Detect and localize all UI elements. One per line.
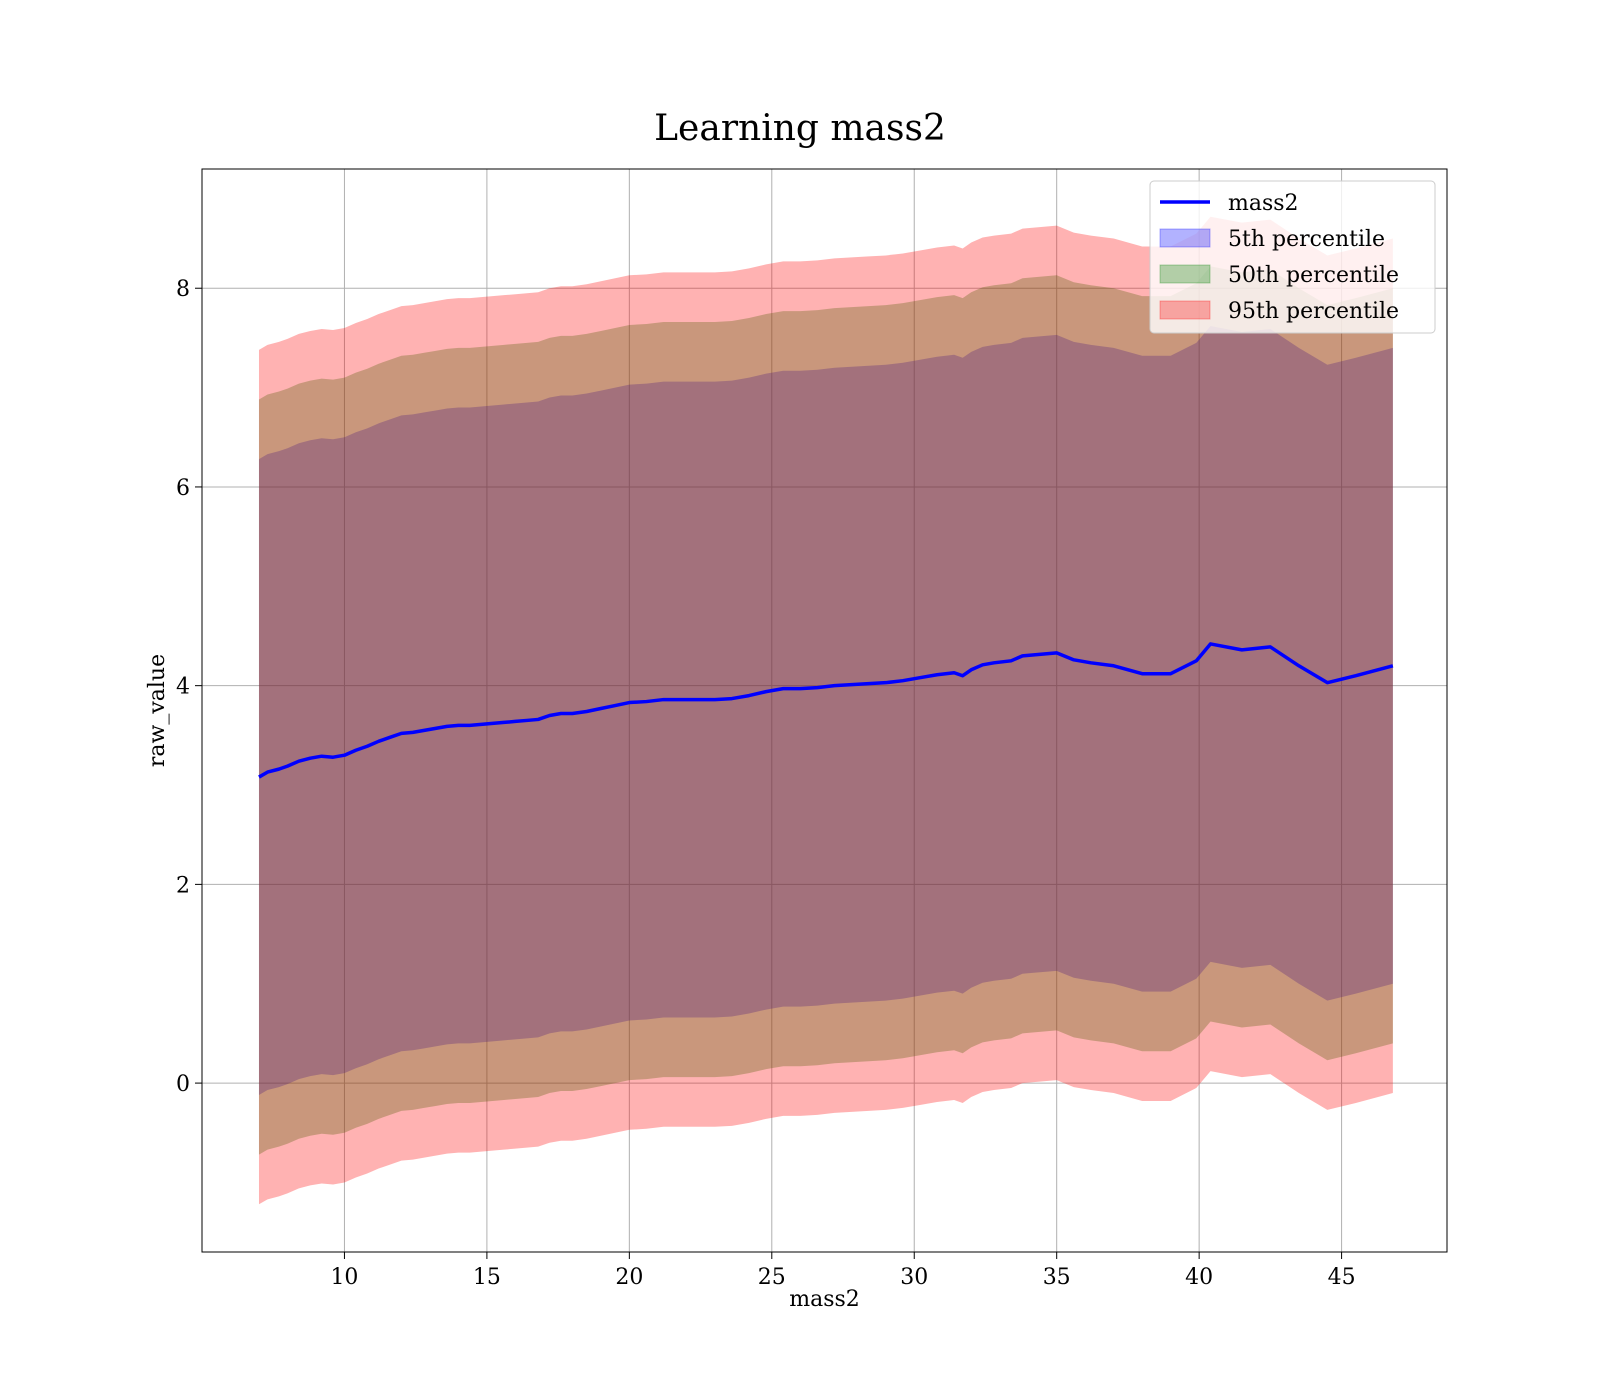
legend-patch-swatch <box>1159 264 1211 284</box>
series-line-mass2 <box>258 642 1394 779</box>
legend-label: mass2 <box>1228 191 1299 216</box>
legend: mass2 5th percentile 50th percentile 95th p… <box>1149 180 1436 334</box>
x-tick-label: 45 <box>1328 1265 1356 1290</box>
legend-box <box>1149 180 1436 334</box>
band-95th-percentile <box>258 216 1393 1205</box>
legend-label: 50th percentile <box>1228 263 1399 288</box>
legend-patch-swatch <box>1159 228 1211 248</box>
plot-frame <box>201 168 1448 1253</box>
y-tick-label: 8 <box>176 277 190 302</box>
y-tick-label: 4 <box>176 675 190 700</box>
x-tick-label: 35 <box>1043 1265 1071 1290</box>
series-lines <box>258 642 1394 779</box>
x-tick-label: 30 <box>900 1265 928 1290</box>
y-tick-label: 0 <box>176 1072 190 1097</box>
y-tick-label: 6 <box>176 476 190 501</box>
x-tick-label: 10 <box>330 1265 358 1290</box>
band-5th-percentile <box>258 325 1393 1096</box>
percentile-bands <box>258 216 1393 1205</box>
legend-label: 95th percentile <box>1228 299 1399 324</box>
axis-ticks: 10 15 20 25 30 35 40 45 0 2 4 6 8 <box>176 277 1356 1290</box>
x-tick-label: 25 <box>758 1265 786 1290</box>
x-tick-label: 20 <box>615 1265 643 1290</box>
x-tick-label: 40 <box>1185 1265 1213 1290</box>
y-axis-label: raw_value <box>145 654 170 767</box>
y-tick-label: 2 <box>176 873 190 898</box>
legend-label: 5th percentile <box>1228 227 1385 252</box>
legend-patch-swatch <box>1159 300 1211 320</box>
x-axis-label: mass2 <box>789 1287 860 1312</box>
band-50th-percentile <box>258 266 1393 1155</box>
chart-title: Learning mass2 <box>654 108 946 149</box>
x-tick-label: 15 <box>473 1265 501 1290</box>
